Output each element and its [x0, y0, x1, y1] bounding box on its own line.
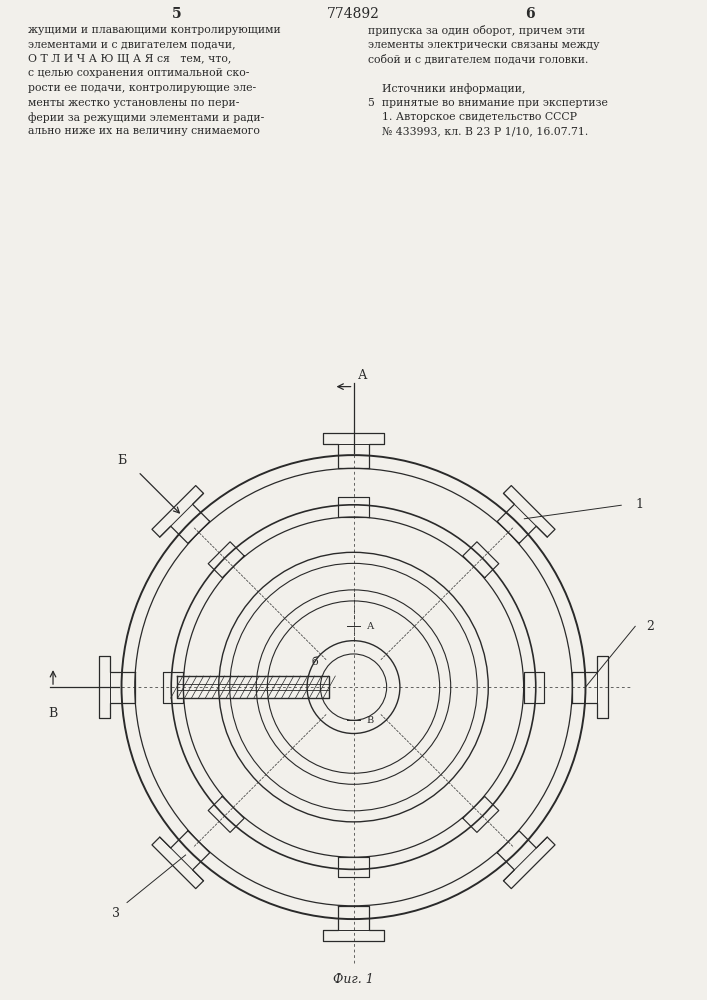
Text: 5: 5	[173, 7, 182, 21]
Text: 6: 6	[525, 7, 534, 21]
Text: ально ниже их на величину снимаемого: ально ниже их на величину снимаемого	[28, 126, 260, 136]
Text: Источники информации,: Источники информации,	[368, 83, 525, 94]
Text: 774892: 774892	[327, 7, 380, 21]
Text: В: В	[367, 716, 374, 725]
Text: менты жестко установлены по пери-: менты жестко установлены по пери-	[28, 98, 240, 107]
Text: припуска за один оборот, причем эти: припуска за один оборот, причем эти	[368, 25, 585, 36]
Text: 1: 1	[635, 498, 643, 511]
Text: А: А	[358, 369, 368, 382]
Text: рости ее подачи, контролирующие эле-: рости ее подачи, контролирующие эле-	[28, 83, 256, 93]
Text: элементы электрически связаны между: элементы электрически связаны между	[368, 39, 600, 49]
Text: О Т Л И Ч А Ю Щ А Я ся   тем, что,: О Т Л И Ч А Ю Щ А Я ся тем, что,	[28, 54, 231, 64]
Text: А: А	[367, 622, 374, 631]
Text: № 433993, кл. В 23 Р 1/10, 16.07.71.: № 433993, кл. В 23 Р 1/10, 16.07.71.	[368, 126, 588, 136]
Text: жущими и плавающими контролирующими: жущими и плавающими контролирующими	[28, 25, 281, 35]
Text: собой и с двигателем подачи головки.: собой и с двигателем подачи головки.	[368, 54, 588, 65]
Text: б: б	[312, 657, 318, 667]
Text: Б: Б	[117, 454, 126, 467]
Text: элементами и с двигателем подачи,: элементами и с двигателем подачи,	[28, 39, 235, 49]
Text: 3: 3	[112, 907, 120, 920]
Text: с целью сохранения оптимальной ско-: с целью сохранения оптимальной ско-	[28, 68, 250, 79]
Text: 1. Авторское свидетельство СССР: 1. Авторское свидетельство СССР	[368, 112, 577, 122]
Text: В: В	[48, 707, 58, 720]
Text: Фиг. 1: Фиг. 1	[333, 973, 374, 986]
Text: 5  принятые во внимание при экспертизе: 5 принятые во внимание при экспертизе	[368, 98, 608, 107]
Text: ферии за режущими элементами и ради-: ферии за режущими элементами и ради-	[28, 112, 264, 123]
Text: 2: 2	[646, 620, 654, 633]
